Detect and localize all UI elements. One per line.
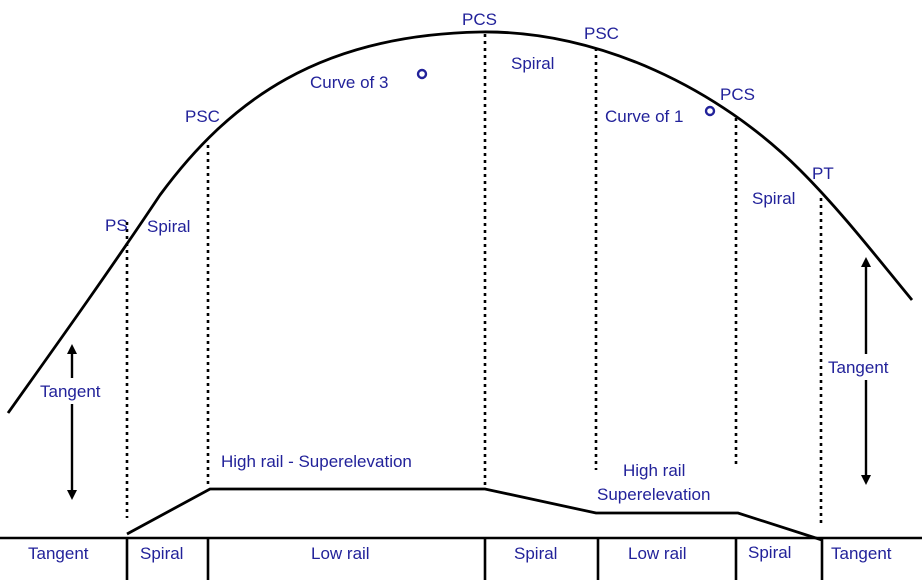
label-curve-of-3: Curve of 3 bbox=[310, 73, 388, 92]
label-psc-left: PSC bbox=[185, 107, 220, 126]
label-high-rail-right-line1: High rail bbox=[623, 461, 685, 480]
baseline-label-spiral-2: Spiral bbox=[514, 544, 557, 563]
label-spiral-mid: Spiral bbox=[511, 54, 554, 73]
baseline-label-spiral-3: Spiral bbox=[748, 543, 791, 562]
label-spiral-right: Spiral bbox=[752, 189, 795, 208]
label-tangent-left: Tangent bbox=[40, 382, 101, 401]
baseline-label-spiral-1: Spiral bbox=[140, 544, 183, 563]
baseline-label-low-rail-2: Low rail bbox=[628, 544, 687, 563]
degree-symbol-3-icon bbox=[416, 68, 428, 80]
label-high-rail-right-line2: Superelevation bbox=[597, 485, 710, 504]
label-pt: PT bbox=[812, 164, 834, 183]
label-psc-right: PSC bbox=[584, 24, 619, 43]
baseline-label-tangent-left: Tangent bbox=[28, 544, 89, 563]
high-rail-profile bbox=[126, 487, 823, 542]
label-tangent-right: Tangent bbox=[828, 358, 889, 377]
baseline-label-low-rail-1: Low rail bbox=[311, 544, 370, 563]
label-ps: PS bbox=[105, 216, 128, 235]
label-pcs-top: PCS bbox=[462, 10, 497, 29]
label-curve-of-1: Curve of 1 bbox=[605, 107, 683, 126]
label-high-rail-left: High rail - Superelevation bbox=[221, 452, 412, 471]
track-curve bbox=[6, 30, 914, 414]
baseline-label-tangent-right: Tangent bbox=[831, 544, 892, 563]
label-spiral-left: Spiral bbox=[147, 217, 190, 236]
degree-symbol-1-icon bbox=[704, 105, 716, 117]
label-pcs-right: PCS bbox=[720, 85, 755, 104]
